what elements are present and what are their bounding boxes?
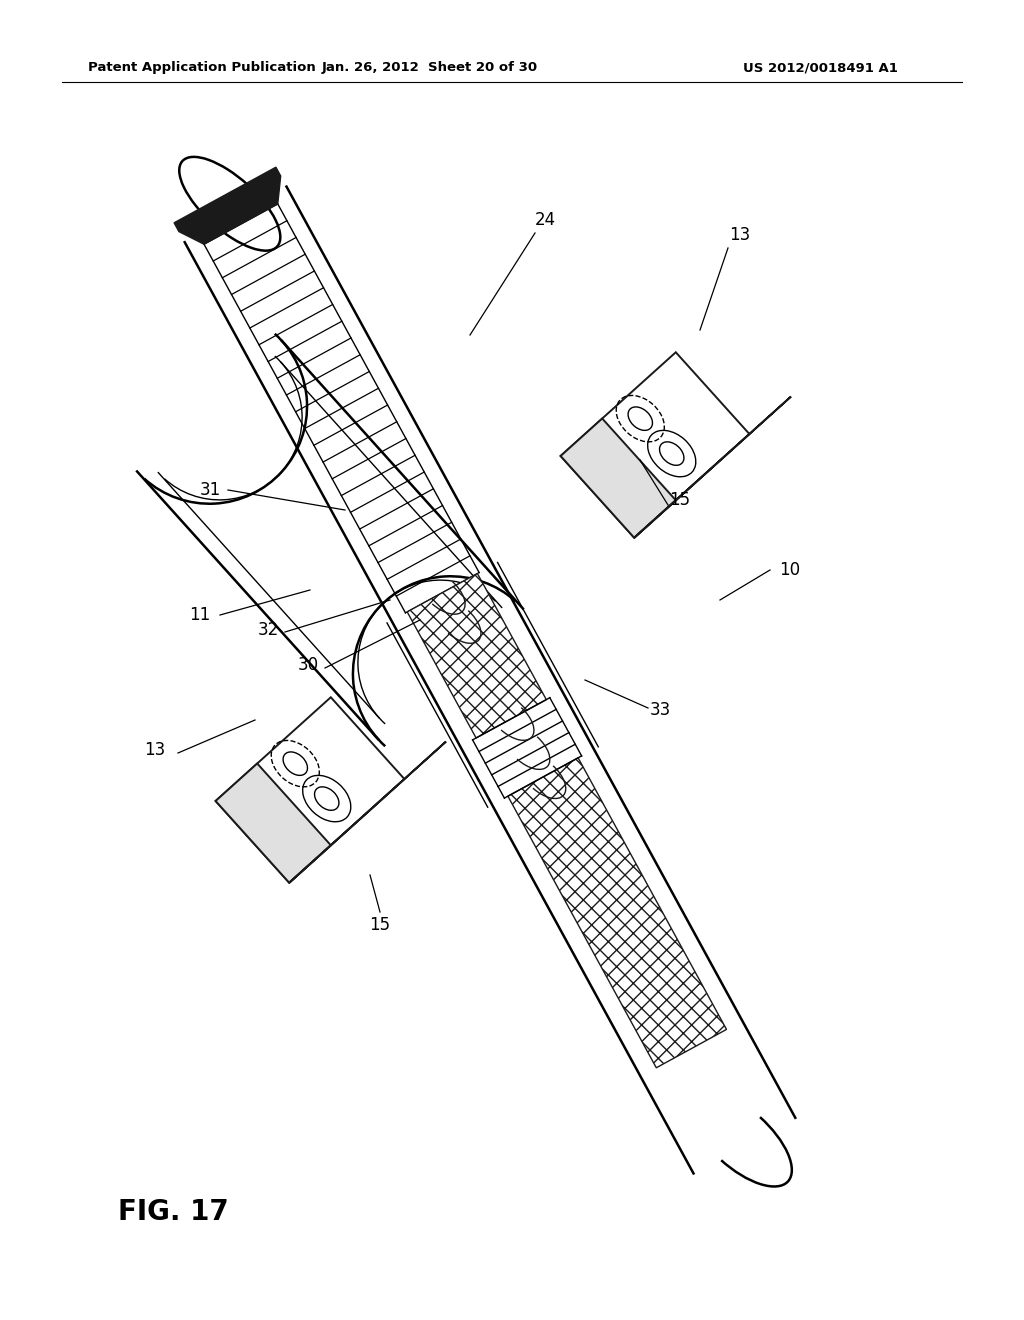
Text: 10: 10 (779, 561, 801, 579)
Text: 31: 31 (200, 480, 220, 499)
Polygon shape (408, 573, 546, 738)
Polygon shape (634, 396, 791, 537)
Polygon shape (560, 352, 750, 537)
Text: 30: 30 (297, 656, 318, 675)
Polygon shape (174, 168, 281, 244)
Text: FIG. 17: FIG. 17 (118, 1199, 228, 1226)
Text: US 2012/0018491 A1: US 2012/0018491 A1 (742, 62, 897, 74)
Polygon shape (216, 697, 404, 883)
Text: 15: 15 (370, 916, 390, 935)
Text: 11: 11 (189, 606, 211, 624)
Text: 13: 13 (144, 741, 166, 759)
Polygon shape (508, 758, 726, 1068)
Text: 33: 33 (649, 701, 671, 719)
Text: Jan. 26, 2012  Sheet 20 of 30: Jan. 26, 2012 Sheet 20 of 30 (322, 62, 538, 74)
Text: 15: 15 (670, 491, 690, 510)
Text: 24: 24 (535, 211, 556, 228)
Polygon shape (289, 742, 446, 883)
Text: 32: 32 (257, 620, 279, 639)
Text: Patent Application Publication: Patent Application Publication (88, 62, 315, 74)
Text: 13: 13 (729, 226, 751, 244)
Polygon shape (560, 418, 676, 537)
Polygon shape (216, 763, 331, 883)
